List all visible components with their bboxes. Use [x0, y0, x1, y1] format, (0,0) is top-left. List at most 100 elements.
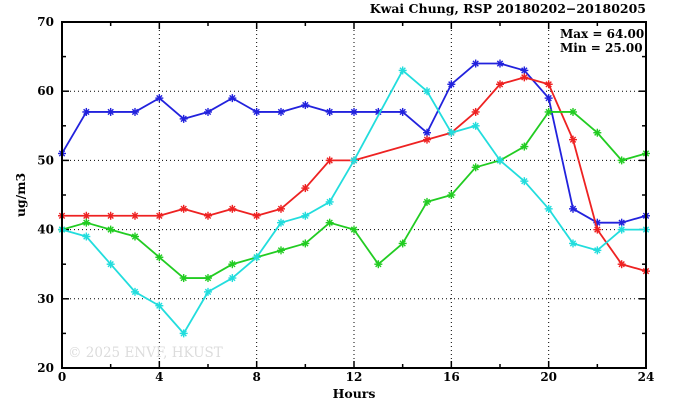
marker-stroke	[569, 240, 577, 247]
green-series-data-point-marker	[447, 191, 456, 199]
marker-stroke	[521, 74, 528, 81]
x-tick-label: 8	[252, 370, 260, 384]
marker-stroke	[253, 212, 260, 219]
marker-stroke	[594, 247, 601, 254]
marker-stroke	[302, 240, 309, 247]
green-series-data-point-marker	[374, 260, 383, 269]
marker-stroke	[545, 94, 552, 102]
marker-stroke	[156, 302, 163, 309]
marker-stroke	[131, 233, 139, 240]
marker-stroke	[423, 129, 431, 136]
red-series-data-point-marker	[228, 204, 237, 213]
cyan-series-data-point-marker	[131, 287, 139, 296]
cyan-series-data-point-marker	[179, 329, 188, 338]
max-annotation: Max = 64.00	[560, 27, 644, 41]
y-tick-label: 50	[37, 153, 54, 167]
marker-stroke	[399, 240, 406, 247]
marker-stroke	[302, 101, 309, 109]
x-tick-label: 16	[443, 370, 460, 384]
marker-stroke	[472, 60, 479, 67]
red-series-data-point-marker	[423, 135, 431, 144]
blue-series-data-point-marker	[82, 107, 91, 116]
cyan-series-data-point-marker	[617, 225, 626, 234]
blue-series-data-point-marker	[496, 59, 504, 68]
green-series-data-point-marker	[179, 274, 188, 283]
red-series-data-point-marker	[301, 184, 310, 193]
marker-stroke	[350, 157, 358, 164]
marker-stroke	[204, 288, 212, 296]
cyan-series-data-point-marker	[423, 87, 431, 96]
x-axis-label: Hours	[333, 386, 376, 401]
cyan-series-data-point-marker	[204, 287, 212, 296]
marker-stroke	[448, 191, 455, 199]
red-series-data-point-marker	[82, 211, 91, 220]
marker-stroke	[107, 261, 114, 268]
blue-series-data-point-marker	[398, 107, 407, 116]
marker-stroke	[594, 129, 601, 136]
green-series-data-point-marker	[204, 274, 212, 283]
marker-stroke	[618, 261, 625, 268]
cyan-series-data-point-marker	[520, 177, 529, 186]
marker-stroke	[107, 226, 114, 233]
green-series-data-point-marker	[106, 225, 115, 234]
min-annotation: Min = 25.00	[560, 41, 643, 55]
red-series-data-point-marker	[106, 211, 115, 220]
green-series-data-point-marker	[350, 225, 358, 234]
marker-stroke	[253, 254, 260, 261]
marker-stroke	[326, 157, 333, 164]
cyan-series-data-point-marker	[496, 156, 504, 165]
blue-series-data-point-marker	[131, 107, 139, 116]
green-series-data-point-marker	[471, 163, 480, 172]
marker-stroke	[326, 198, 333, 206]
marker-stroke	[472, 108, 479, 116]
marker-stroke	[277, 247, 285, 254]
marker-stroke	[448, 81, 455, 88]
marker-stroke	[156, 254, 163, 261]
red-series-data-point-marker	[520, 73, 529, 82]
marker-stroke	[545, 205, 552, 213]
marker-stroke	[399, 108, 406, 116]
y-tick-label: 20	[37, 361, 54, 375]
marker-stroke	[83, 108, 90, 116]
marker-stroke	[83, 212, 90, 219]
green-series-data-point-marker	[617, 156, 626, 165]
marker-stroke	[423, 136, 431, 143]
blue-series-data-point-marker	[569, 204, 577, 213]
x-tick-label: 4	[155, 370, 163, 384]
marker-stroke	[302, 184, 309, 192]
marker-stroke	[107, 212, 114, 219]
marker-stroke	[496, 81, 504, 88]
marker-stroke	[326, 108, 333, 116]
blue-series-data-point-marker	[204, 107, 212, 116]
marker-stroke	[253, 108, 260, 116]
marker-stroke	[375, 108, 382, 116]
cyan-series-data-point-marker	[593, 246, 602, 255]
cyan-series-data-point-marker	[82, 232, 91, 241]
cyan-series-data-point-marker	[471, 121, 480, 130]
marker-stroke	[156, 94, 163, 102]
marker-stroke	[204, 212, 212, 219]
marker-stroke	[423, 198, 431, 206]
red-series-data-point-marker	[471, 107, 480, 116]
cyan-series-data-point-marker	[277, 218, 285, 227]
x-tick-label: 12	[346, 370, 363, 384]
marker-stroke	[472, 122, 479, 129]
red-series-data-point-marker	[155, 211, 164, 220]
blue-series-data-point-marker	[617, 218, 626, 227]
marker-stroke	[180, 330, 187, 337]
marker-stroke	[618, 226, 625, 233]
blue-series-data-point-marker	[423, 128, 431, 137]
cyan-series-data-point-marker	[398, 66, 407, 75]
blue-series-data-point-marker	[252, 107, 261, 116]
marker-stroke	[521, 177, 528, 185]
marker-stroke	[496, 60, 504, 67]
chart-title: Kwai Chung, RSP 20180202−20180205	[370, 1, 646, 16]
blue-series-data-point-marker	[179, 114, 188, 123]
green-series-data-point-marker	[544, 107, 553, 116]
marker-stroke	[131, 212, 139, 219]
cyan-series-data-point-marker	[325, 197, 334, 206]
blue-series-data-point-marker	[106, 107, 115, 116]
blue-series-data-point-marker	[471, 59, 480, 68]
red-series-data-point-marker	[179, 204, 188, 213]
marker-stroke	[545, 108, 552, 116]
